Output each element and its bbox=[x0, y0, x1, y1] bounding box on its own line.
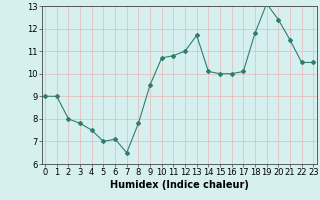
X-axis label: Humidex (Indice chaleur): Humidex (Indice chaleur) bbox=[110, 180, 249, 190]
